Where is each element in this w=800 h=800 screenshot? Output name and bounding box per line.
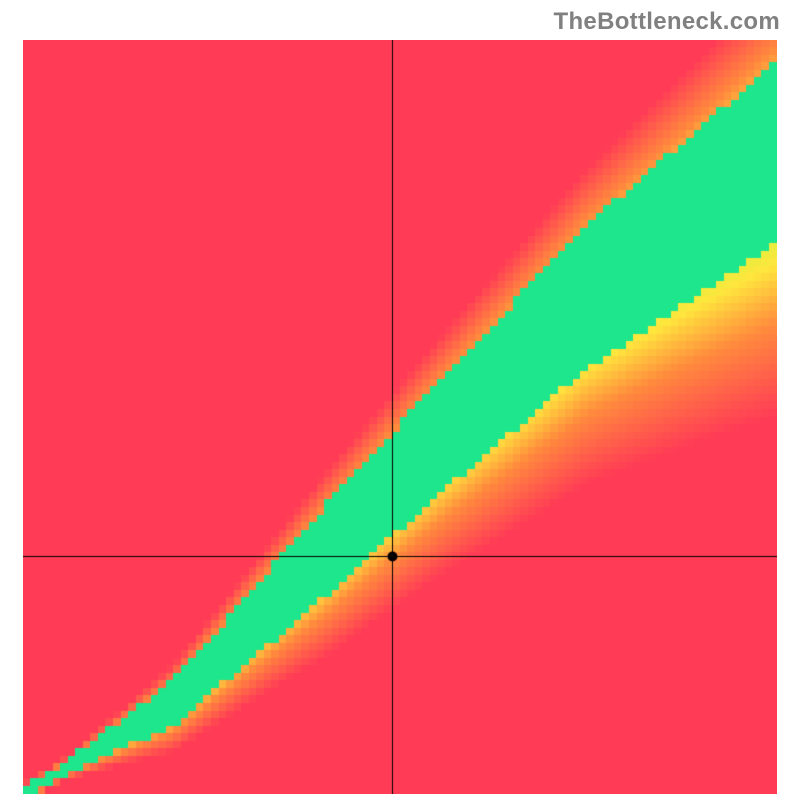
chart-container: TheBottleneck.com [0, 0, 800, 800]
watermark-label: TheBottleneck.com [554, 8, 780, 36]
bottleneck-heatmap [23, 40, 777, 794]
